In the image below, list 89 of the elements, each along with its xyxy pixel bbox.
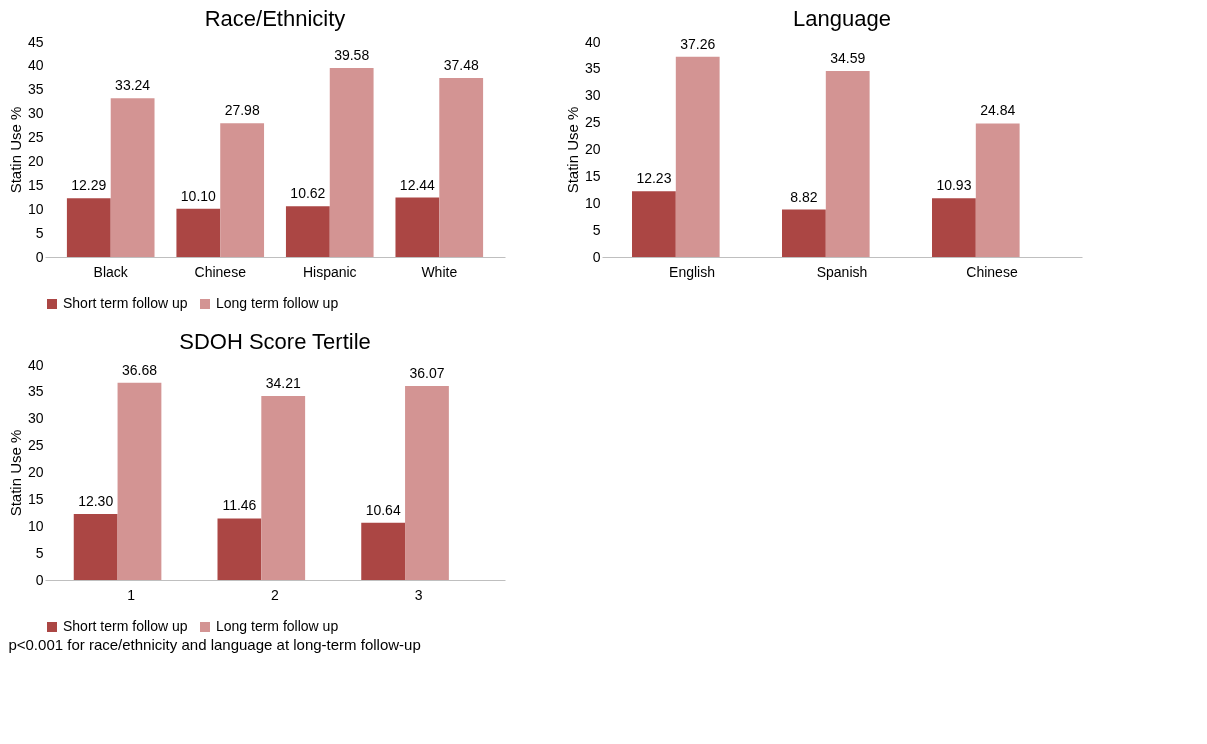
bar [361,522,406,580]
y-tick-label: 25 [584,114,601,131]
x-tick-label: Chinese [966,263,1018,280]
bar [285,206,330,257]
y-tick-label: 0 [592,248,601,265]
y-tick-label: 5 [35,544,44,561]
bar [110,98,155,257]
data-label: 12.29 [71,177,107,194]
y-tick-label: 10 [27,200,44,217]
legend-label: Long term follow up [216,618,339,634]
x-tick-label: English [669,263,715,280]
data-label: 33.24 [115,77,151,94]
y-tick-label: 25 [27,129,44,146]
bar [117,382,162,580]
y-tick-label: 0 [35,571,44,588]
bar [395,197,440,257]
x-tick-label: Spanish [816,263,868,280]
data-label: 10.64 [365,501,401,518]
y-tick-label: 35 [27,81,44,98]
data-label: 37.26 [680,35,716,52]
bar [220,123,265,257]
y-tick-label: 5 [592,221,601,238]
data-label: 10.10 [180,187,217,204]
y-tick-label: 35 [27,383,44,400]
data-label: 12.44 [399,176,436,193]
chart-title: SDOH Score Tertile [179,329,371,354]
x-tick-label: White [421,263,458,280]
x-tick-label: 2 [271,586,280,603]
bar [675,56,720,257]
y-tick-label: 40 [27,356,44,373]
y-tick-label: 25 [27,437,44,454]
x-tick-label: Black [93,263,129,280]
bar [217,518,262,580]
chart-title: Race/Ethnicity [204,6,346,31]
y-tick-label: 30 [27,410,44,427]
legend-label: Short term follow up [63,295,188,311]
bar [329,67,374,257]
y-tick-label: 10 [27,517,44,534]
y-axis-title: Statin Use % [6,106,24,194]
x-tick-label: 3 [414,586,423,603]
bar [405,386,449,580]
data-label: 24.84 [980,102,1016,119]
y-tick-label: 10 [584,194,601,211]
legend-label: Short term follow up [63,618,188,634]
x-tick-label: Hispanic [302,263,357,280]
chart-title: Language [793,6,891,31]
y-tick-label: 30 [27,105,44,122]
bar [66,198,111,257]
y-tick-label: 35 [584,60,601,77]
bar [632,191,676,257]
data-label: 12.30 [78,492,114,509]
y-axis-title: Statin Use % [6,429,24,517]
data-label: 34.21 [265,375,301,392]
legend-label: Long term follow up [216,295,339,311]
data-label: 10.93 [936,177,972,194]
y-tick-label: 15 [584,167,601,184]
y-tick-label: 40 [584,33,601,50]
data-label: 37.48 [443,56,479,73]
y-tick-label: 15 [27,176,44,193]
y-tick-label: 40 [27,57,44,74]
data-label: 34.59 [830,50,866,67]
x-tick-label: Chinese [194,263,247,280]
bar [825,71,870,257]
data-label: 12.23 [636,170,672,187]
y-tick-label: 15 [27,490,44,507]
bar [782,209,826,257]
bar [73,513,118,580]
data-label: 27.98 [224,102,260,119]
data-label: 36.68 [121,361,158,378]
y-tick-label: 30 [584,87,601,104]
data-label: 36.07 [409,365,445,382]
data-label: 8.82 [790,188,818,205]
bar [439,77,484,257]
bar [975,123,1020,257]
data-label: 11.46 [222,497,257,514]
data-label: 39.58 [334,46,370,63]
y-tick-label: 0 [35,248,44,265]
y-tick-label: 5 [35,224,44,241]
y-tick-label: 20 [27,464,44,480]
y-tick-label: 20 [27,152,44,169]
y-tick-label: 20 [584,141,601,157]
data-label: 10.62 [290,185,326,202]
y-tick-label: 45 [27,33,44,50]
bar [932,198,976,257]
text: p<0.001 for race/ethnicity and language at long-term follow-up [8,636,421,653]
bar [261,396,306,580]
bar [176,208,221,257]
y-axis-title: Statin Use % [563,106,581,194]
x-tick-label: 1 [127,586,136,603]
